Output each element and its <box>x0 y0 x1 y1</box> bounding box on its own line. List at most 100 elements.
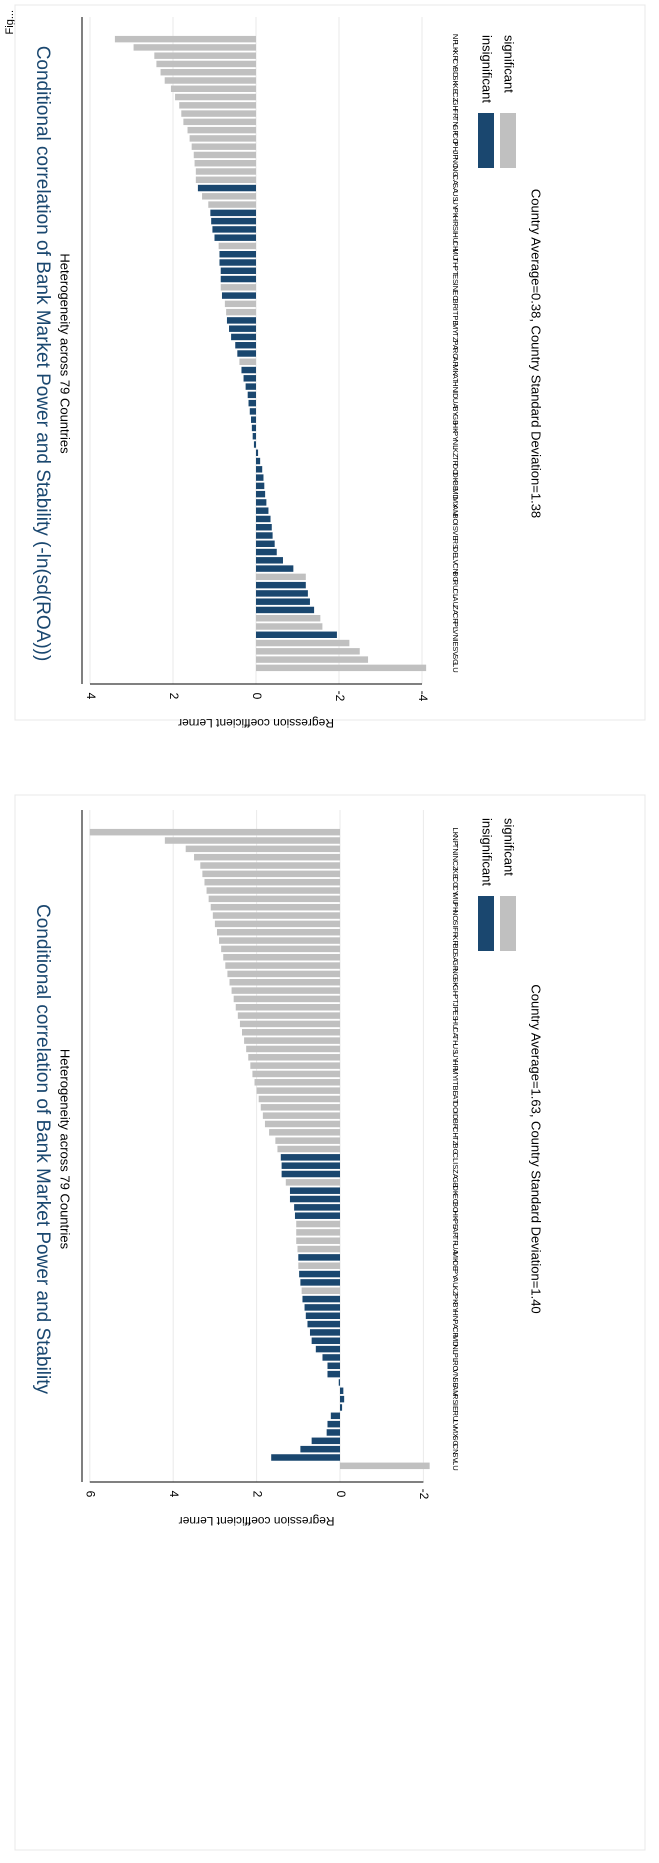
category-label: KZ <box>451 448 460 458</box>
category-label: IN <box>451 853 460 861</box>
category-label: IT <box>451 1079 460 1086</box>
category-label: BY <box>451 406 460 416</box>
bar-pa <box>235 342 256 349</box>
bar-za <box>281 1170 340 1178</box>
y-tick-label: 4 <box>84 693 98 700</box>
bar-md <box>311 1337 340 1345</box>
category-label: DK <box>451 472 460 483</box>
bar-is <box>256 524 272 531</box>
bar-sg <box>311 1437 340 1445</box>
bar-cy <box>206 887 340 894</box>
category-label: CR <box>451 1327 460 1338</box>
bar-hk <box>251 424 256 432</box>
bar-hu <box>239 1020 340 1028</box>
chart-subtitle: Heterogeneity across 79 Countries <box>58 1049 73 1250</box>
bar-at <box>258 1095 340 1103</box>
category-label: CO <box>451 133 460 144</box>
category-label: BE <box>451 1086 460 1096</box>
category-label: SI <box>451 920 460 927</box>
bar-mx <box>326 1429 340 1436</box>
category-label: KE <box>451 84 460 94</box>
category-label: KR <box>451 935 460 946</box>
category-label: VE <box>451 530 460 540</box>
category-label: UA <box>451 1244 460 1255</box>
y-tick-label: 4 <box>167 1491 181 1498</box>
bar-us <box>246 1045 340 1053</box>
category-label: CH <box>451 240 460 251</box>
bar-us <box>202 193 256 200</box>
category-label: GH <box>451 100 460 111</box>
category-label: CY <box>451 59 460 70</box>
category-label: CY <box>451 885 460 896</box>
legend-swatch-significant <box>500 896 516 951</box>
category-label: NL <box>451 1344 460 1354</box>
bar-ng <box>227 970 340 978</box>
category-label: SV <box>451 646 460 657</box>
category-label: PK <box>451 1294 460 1304</box>
chart-panel-ln-sd-roa: Conditional correlation of Bank Market P… <box>14 4 646 730</box>
category-label: UA <box>451 398 460 409</box>
category-label: ID <box>451 391 460 399</box>
figure-header-text: Fig... <box>4 10 16 34</box>
category-label: HK <box>451 1210 460 1221</box>
category-label: FR <box>451 109 460 120</box>
category-label: HU <box>451 1018 460 1029</box>
bar-ca <box>195 176 256 183</box>
bar-es <box>220 275 256 283</box>
bar-ro <box>237 350 256 357</box>
category-label: IN <box>451 284 460 292</box>
bar-bd <box>221 945 340 953</box>
category-label: AU <box>451 1277 460 1288</box>
bar-my <box>252 1070 340 1078</box>
category-label: MK <box>451 364 460 375</box>
category-label: PA <box>451 1319 460 1330</box>
bar-uy <box>248 1054 340 1061</box>
bar-cn <box>300 1445 340 1453</box>
bar-pl <box>256 623 323 630</box>
category-label: NL <box>451 440 460 450</box>
bar-hn <box>245 383 256 390</box>
bar-mu <box>208 895 340 903</box>
bar-tr <box>256 457 261 465</box>
category-label: VN <box>451 1369 460 1380</box>
category-label: UY <box>451 199 460 210</box>
bar-pl <box>322 1354 340 1361</box>
bar-pa <box>307 1320 340 1328</box>
bar-ch <box>218 242 256 250</box>
bar-tz <box>231 333 256 341</box>
category-label: RU <box>451 580 460 591</box>
category-label: RO <box>451 1360 460 1371</box>
bar-pt <box>220 267 256 274</box>
category-label: TZ <box>451 332 460 342</box>
bar-lv <box>256 557 283 564</box>
category-label: MD <box>451 1335 460 1347</box>
legend-label: insignificant <box>480 35 495 103</box>
category-label: TR <box>451 1236 460 1247</box>
legend-label: insignificant <box>480 818 495 886</box>
category-label: NP <box>451 835 460 846</box>
bar-am <box>256 507 269 514</box>
bar-ua <box>248 399 256 407</box>
category-label: MK <box>451 1252 460 1263</box>
category-label: BO <box>451 513 460 524</box>
bar-ie <box>256 639 350 647</box>
bar-be <box>256 1087 340 1094</box>
bar-gh <box>231 987 340 994</box>
category-label: HN <box>451 1310 460 1321</box>
category-label: PL <box>451 1353 460 1362</box>
bar-kr <box>219 937 340 944</box>
bar-ec <box>221 292 256 299</box>
category-label: LK <box>451 828 460 837</box>
category-label: SG <box>451 654 460 665</box>
bar-lk <box>133 44 256 51</box>
bar-pk <box>210 209 256 217</box>
category-label: PK <box>451 208 460 218</box>
bar-hk <box>294 1212 340 1219</box>
bar-uy <box>208 201 256 208</box>
category-label: EC <box>451 290 460 301</box>
bar-ua <box>297 1245 340 1253</box>
y-tick-label: 2 <box>167 693 181 700</box>
category-label: BE <box>451 481 460 491</box>
category-label: PH <box>451 141 460 152</box>
bar-sk <box>164 77 256 84</box>
